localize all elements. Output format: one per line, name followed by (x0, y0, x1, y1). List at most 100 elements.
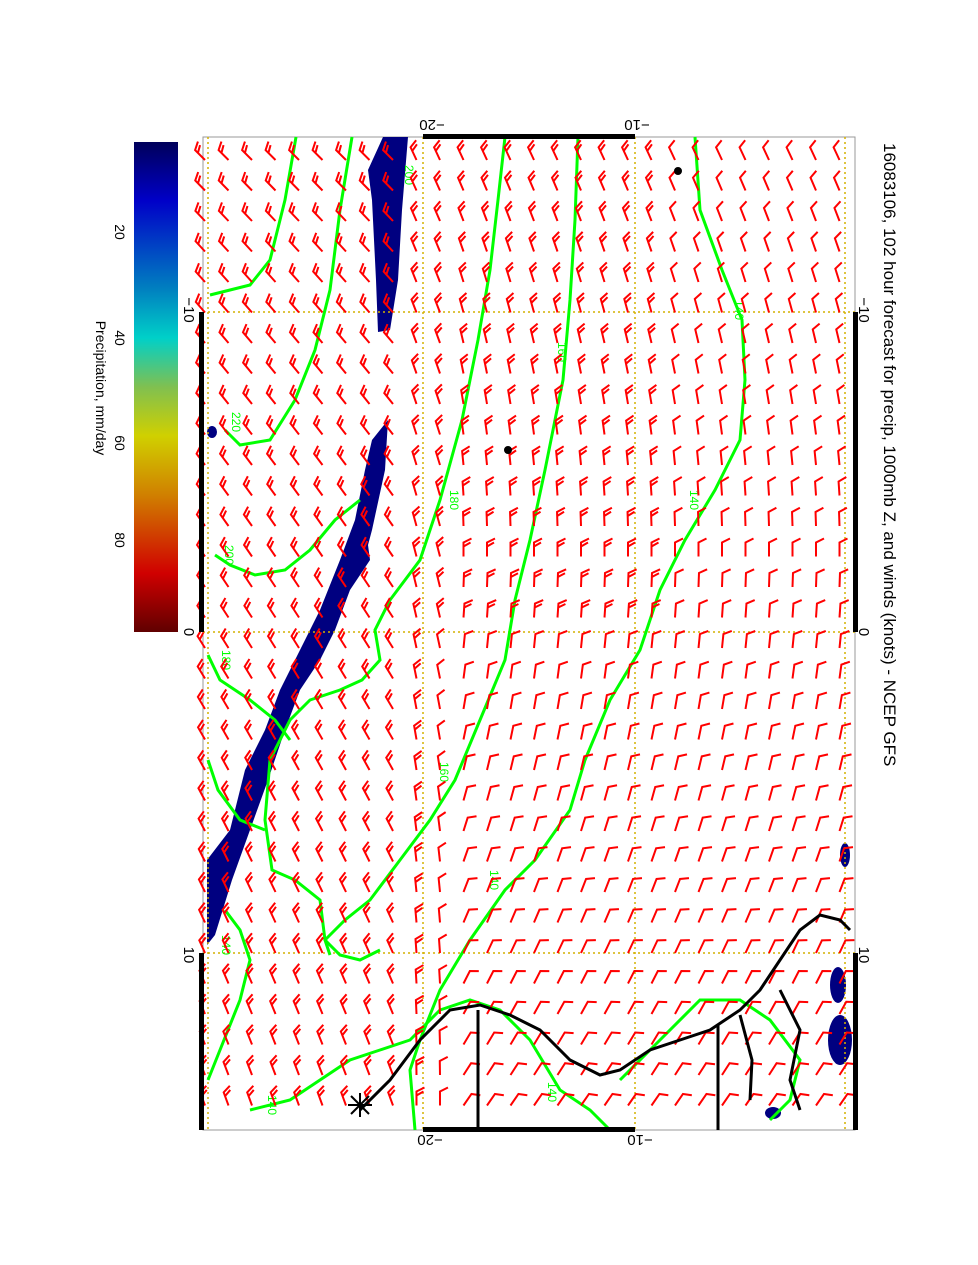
wind-barb (245, 993, 254, 1015)
wind-barb (650, 629, 662, 649)
wind-barb (315, 902, 324, 923)
height-contours (206, 136, 802, 1132)
wind-barb (436, 719, 446, 740)
wind-barb (533, 846, 548, 862)
right-tick: 0 (855, 628, 872, 636)
wind-barb (650, 691, 663, 710)
wind-barb (479, 139, 489, 161)
wind-barb (462, 1000, 480, 1015)
wind-barb (360, 506, 371, 527)
wind-barb (529, 322, 539, 344)
wind-barb (597, 139, 606, 161)
wind-barb (313, 475, 324, 497)
wind-barb (265, 323, 277, 344)
wind-barb (721, 939, 737, 954)
wind-barb (527, 170, 536, 191)
wind-barb (194, 232, 206, 253)
wind-barb (674, 537, 684, 557)
wind-barb (265, 293, 277, 314)
wind-barb (486, 537, 496, 557)
wind-barb (385, 902, 395, 923)
wind-barb (438, 1025, 448, 1045)
wind-barb (741, 322, 750, 344)
wind-barb (241, 262, 253, 283)
wind-barb (509, 753, 523, 771)
wind-barb (553, 353, 563, 374)
wind-barb (244, 810, 253, 832)
wind-barb (462, 908, 479, 923)
wind-barb (740, 261, 749, 283)
wind-barb (650, 599, 662, 618)
wind-barb (768, 537, 778, 557)
wind-barb (266, 536, 277, 558)
wind-barb (315, 932, 324, 954)
wind-barb (720, 506, 730, 527)
wind-barb (336, 414, 347, 436)
wind-barb (788, 353, 798, 374)
wind-barb (697, 660, 710, 679)
wind-barb (556, 815, 571, 832)
left-tick: 10 (180, 947, 197, 964)
wind-barb (339, 993, 348, 1015)
wind-barb (414, 994, 425, 1015)
wind-barb (674, 753, 688, 771)
wind-barb (193, 141, 206, 161)
wind-barb (668, 200, 677, 222)
wind-barb (838, 691, 851, 710)
wind-barb (315, 963, 325, 984)
wind-barb (579, 476, 589, 496)
wind-barb (197, 841, 206, 862)
wind-barb (768, 877, 784, 893)
wind-barb (533, 1062, 551, 1076)
wind-barb (245, 932, 254, 954)
wind-barb (815, 629, 827, 649)
wind-barb (696, 445, 706, 466)
wind-barb (461, 445, 471, 466)
wind-barb (434, 414, 444, 435)
wind-barb (409, 200, 419, 222)
wind-barb (719, 445, 729, 466)
wind-barb (289, 536, 300, 558)
wind-barb (338, 902, 348, 923)
wind-barb (264, 232, 277, 253)
wind-barb (435, 597, 445, 618)
axis-bar (853, 953, 858, 1130)
wind-barb (335, 354, 347, 375)
wind-barb (507, 384, 516, 405)
wind-barb (715, 200, 724, 222)
wind-barb (556, 722, 570, 740)
wind-barb (433, 200, 442, 222)
wind-barb (410, 292, 419, 313)
wind-barb (815, 846, 830, 862)
wind-barb (459, 353, 469, 374)
wind-barb (485, 506, 495, 527)
wind-barb (809, 170, 818, 191)
wind-barb (434, 475, 444, 496)
wind-barb (739, 231, 748, 252)
contour-label: 200 (222, 545, 236, 565)
wind-barb (241, 232, 253, 253)
wind-barb (290, 719, 300, 740)
wind-barb (764, 322, 774, 344)
wind-barb (335, 232, 347, 253)
wind-barb (462, 846, 478, 862)
wind-barb (362, 902, 371, 923)
wind-barb (837, 476, 847, 496)
wind-barb (359, 323, 371, 344)
wind-barb (838, 660, 851, 679)
wind-barb (460, 414, 470, 435)
wind-barb (291, 749, 300, 771)
wind-barb (289, 506, 300, 527)
wind-barb (290, 597, 300, 619)
wind-barb (267, 719, 277, 740)
wind-barb (462, 568, 473, 588)
wind-barb (556, 506, 566, 527)
wind-barb (697, 1092, 716, 1107)
wind-barb (456, 170, 466, 191)
wind-barb (744, 691, 757, 710)
wind-barb (386, 932, 395, 954)
wind-barb (410, 322, 420, 344)
wind-barb (668, 170, 677, 191)
wind-barb (267, 810, 277, 832)
wind-barb (436, 658, 445, 679)
